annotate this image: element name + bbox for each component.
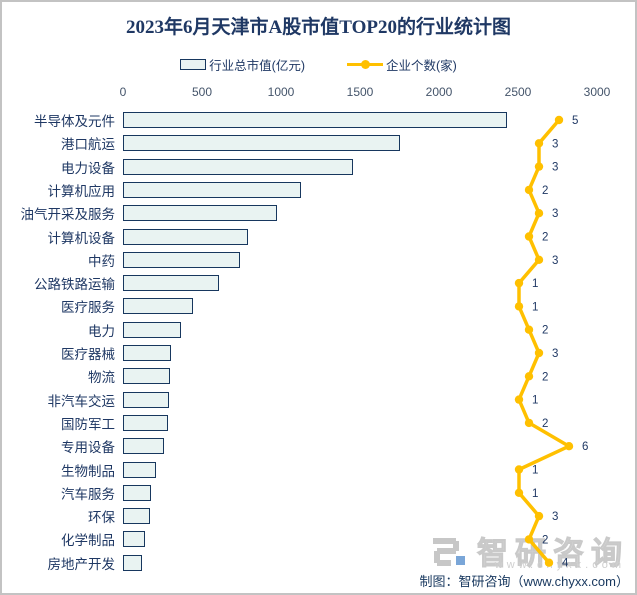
chart-title: 2023年6月天津市A股市值TOP20的行业统计图 xyxy=(126,17,511,38)
marketcap-bar xyxy=(123,228,248,245)
category-label: 物流 xyxy=(88,370,115,386)
category-label: 汽车服务 xyxy=(61,486,115,502)
marketcap-bar xyxy=(123,508,151,525)
marketcap-bar xyxy=(123,531,145,548)
chyxx-logo-icon xyxy=(433,538,465,566)
legend: 行业总市值(亿元) 企业个数(家) xyxy=(2,55,635,74)
marketcap-bar xyxy=(123,298,194,315)
category-label: 医疗器械 xyxy=(61,347,115,362)
category-label: 生物制品 xyxy=(61,463,115,479)
marketcap-bar xyxy=(123,484,151,501)
category-label: 公路铁路运输 xyxy=(34,277,115,293)
x-axis-tick: 2000 xyxy=(425,85,453,99)
marketcap-bar xyxy=(123,554,142,571)
category-label: 化学制品 xyxy=(61,533,115,549)
marketcap-bar xyxy=(123,414,168,431)
bar-swatch-icon xyxy=(180,59,207,70)
x-axis-tick: 1000 xyxy=(267,85,295,99)
marketcap-bar xyxy=(123,368,170,385)
x-axis-tick: 2500 xyxy=(504,85,532,99)
category-label: 计算机应用 xyxy=(47,183,116,199)
x-axis-tick: 3000 xyxy=(583,85,611,99)
category-label: 油气开采及服务 xyxy=(20,207,116,223)
category-label: 房地产开发 xyxy=(47,556,116,572)
category-label: 国防军工 xyxy=(61,416,115,432)
line-swatch-icon xyxy=(347,60,383,69)
marketcap-bar xyxy=(123,461,157,478)
watermark-url: www.chyxx.com xyxy=(494,559,625,571)
marketcap-bar xyxy=(123,205,278,222)
legend-line-label: 企业个数(家) xyxy=(386,59,457,73)
legend-item-companies: 企业个数(家) xyxy=(347,55,457,74)
x-axis-tick: 500 xyxy=(191,85,213,99)
marketcap-bar xyxy=(123,158,353,175)
marketcap-bar xyxy=(123,251,240,268)
marketcap-bar xyxy=(123,391,169,408)
category-label: 港口航运 xyxy=(61,137,115,153)
category-label: 医疗服务 xyxy=(61,300,115,316)
category-label: 专用设备 xyxy=(61,440,115,456)
category-label: 中药 xyxy=(88,253,115,269)
marketcap-bar xyxy=(123,275,219,292)
x-axis-tick: 0 xyxy=(119,85,127,99)
marketcap-bar xyxy=(123,181,301,198)
legend-bar-label: 行业总市值(亿元) xyxy=(209,59,305,73)
marketcap-bar xyxy=(123,438,164,455)
category-label: 电力 xyxy=(88,323,115,339)
category-label: 电力设备 xyxy=(61,160,115,176)
category-label: 计算机设备 xyxy=(47,230,116,246)
x-axis-tick: 1500 xyxy=(346,85,374,99)
category-label: 半导体及元件 xyxy=(34,114,115,129)
marketcap-bar xyxy=(123,321,182,338)
marketcap-bar xyxy=(123,135,400,152)
footer-credit: 制图：智研咨询（www.chyxx.com） xyxy=(419,574,629,589)
x-axis-labels: 0 500 1000 1500 2000 2500 3000 xyxy=(2,85,635,99)
category-label: 非汽车交运 xyxy=(47,393,116,409)
category-label: 环保 xyxy=(88,510,115,526)
marketcap-bar xyxy=(123,345,172,361)
legend-item-marketcap: 行业总市值(亿元) xyxy=(180,55,305,74)
marketcap-bar xyxy=(123,112,507,128)
line-swatch-dot xyxy=(361,60,370,69)
